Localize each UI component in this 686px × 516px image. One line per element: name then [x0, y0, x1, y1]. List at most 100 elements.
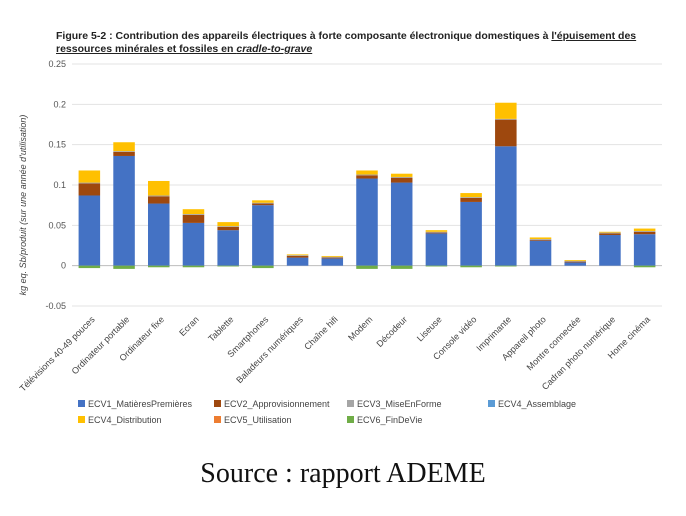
bar-segment [148, 180, 170, 196]
y-tick-label: 0.15 [48, 140, 66, 150]
bar-segment [390, 177, 413, 183]
bar-segment [252, 202, 274, 204]
chart-title-italic: cradle-to-grave [236, 43, 313, 55]
bar-segment [113, 151, 135, 152]
bar-segment [182, 214, 205, 215]
x-tick-label: Tablette [206, 314, 235, 343]
bar-segment [460, 193, 482, 198]
x-tick-label: Ecran [177, 314, 201, 338]
bar-segment [529, 239, 552, 241]
bar-segment [460, 201, 482, 266]
bar-segment [321, 258, 344, 266]
bar-segment [633, 231, 656, 235]
y-axis-label: kg eq. Sb/produit (sur une année d'utili… [18, 115, 28, 296]
bar-segment [633, 265, 656, 268]
legend-swatch [214, 416, 221, 423]
bar-segment [182, 222, 205, 266]
y-tick-labels: -0.05 0 0.05 0.1 0.15 0.2 0.25 [45, 59, 66, 311]
bar-segment [113, 265, 135, 269]
bar-segment [529, 239, 552, 240]
bar-segment [356, 174, 378, 176]
bar-segment [321, 256, 344, 258]
bar-segment [286, 257, 309, 266]
bar-segment [599, 232, 621, 234]
bar-segment [148, 196, 170, 204]
bar-segment [217, 226, 239, 231]
bar-segment [564, 261, 586, 263]
bar-segment [633, 230, 656, 232]
bar-segment [425, 232, 448, 234]
bar-segment [113, 155, 135, 266]
legend-label: ECV2_Approvisionnement [224, 399, 330, 409]
bar-segment [495, 265, 517, 267]
bar-segment [252, 203, 274, 206]
bar-segment [252, 205, 274, 266]
bar-segment [321, 257, 344, 259]
bar-segment [564, 260, 586, 262]
bar-segment [633, 234, 656, 266]
bar-segment [564, 260, 586, 261]
bar-segment [599, 231, 621, 233]
bar-segment [286, 255, 309, 256]
bar-segment [217, 226, 239, 227]
legend-swatch [488, 400, 495, 407]
bar-segment [495, 146, 517, 266]
bar-segment [356, 178, 378, 266]
bar-segment [356, 170, 378, 175]
bar-segment [390, 182, 413, 266]
x-tick-label: Liseuse [415, 314, 444, 343]
legend-label: ECV3_MiseEnForme [357, 399, 442, 409]
bar-segment [217, 230, 239, 266]
bar-segment [599, 233, 621, 236]
bar-segment [390, 265, 413, 269]
bar-segment [148, 265, 170, 268]
bar-segment [321, 255, 344, 257]
bar-segment [599, 235, 621, 266]
bar-segment [78, 170, 101, 183]
bar-segment [529, 240, 552, 266]
bar-segment [390, 173, 413, 177]
y-tick-label: -0.05 [45, 301, 66, 311]
y-tick-label: 0.1 [53, 180, 66, 190]
legend-label: ECV5_Utilisation [224, 415, 292, 425]
x-tick-label: Ordinateur portable [70, 314, 132, 376]
bar-segment [529, 237, 552, 240]
bar-segment [182, 209, 205, 215]
bar-segment [113, 142, 135, 152]
bar-segment [564, 262, 586, 266]
bar-segment [495, 119, 517, 147]
bar-segment [495, 118, 517, 120]
bar-segment [495, 102, 517, 119]
bar-chart: -0.05 0 0.05 0.1 0.15 0.2 0.25 Télévisions 40-… [18, 59, 662, 425]
legend-swatch [78, 416, 85, 423]
legend-label: ECV4_Assemblage [498, 399, 576, 409]
chart-title-prefix: Figure 5-2 : Contribution des appareils … [56, 30, 552, 42]
legend-label: ECV6_FinDeVie [357, 415, 422, 425]
bars [78, 102, 656, 269]
bar-segment [182, 265, 205, 268]
y-tick-label: 0.05 [48, 220, 66, 230]
x-tick-label: Modem [346, 314, 374, 342]
bar-segment [78, 183, 101, 196]
bar-segment [148, 203, 170, 266]
bar-segment [425, 230, 448, 232]
bar-segment [425, 233, 448, 266]
x-tick-label: Chaîne hifi [302, 314, 339, 351]
bar-segment [148, 195, 170, 197]
bar-segment [425, 231, 448, 233]
bar-segment [356, 175, 378, 179]
bar-segment [460, 265, 482, 268]
bar-segment [633, 228, 656, 231]
bar-segment [425, 265, 448, 267]
bar-segment [460, 197, 482, 202]
bar-segment [252, 200, 274, 203]
bar-segment [78, 265, 101, 269]
legend-swatch [347, 416, 354, 423]
y-tick-label: 0 [61, 261, 66, 271]
chart-title-underlined: l'épuisement des ressources minérales et… [56, 30, 637, 55]
chart-title: Figure 5-2 : Contribution des appareils … [56, 30, 656, 56]
bar-segment [217, 222, 239, 227]
bar-segment [217, 265, 239, 267]
